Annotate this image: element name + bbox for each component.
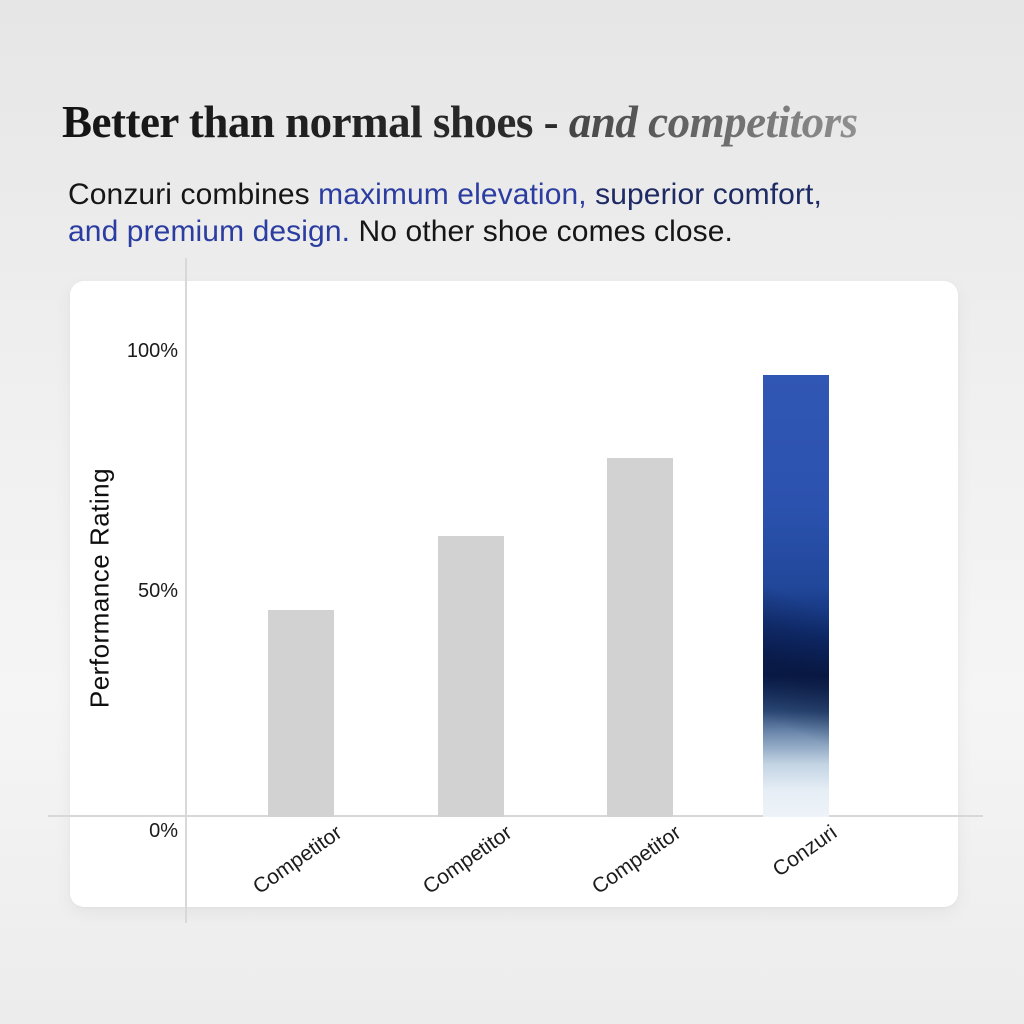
y-tick-label: 50%: [137, 580, 178, 602]
subtitle-segment: Conzuri combines: [68, 178, 319, 211]
subtitle-segment: maximum elevation,: [318, 178, 596, 211]
subtitle: Conzuri combines maximum elevation, supe…: [68, 176, 822, 250]
subtitle-line: Conzuri combines maximum elevation, supe…: [68, 176, 822, 213]
subtitle-line: and premium design. No other shoe comes …: [68, 213, 822, 250]
y-axis-line: [185, 258, 187, 923]
subtitle-segment: and premium design.: [68, 215, 351, 248]
y-tick-label: 0%: [149, 820, 178, 842]
subtitle-segment: superior comfort,: [595, 178, 822, 211]
bar-competitor-3: [607, 458, 673, 817]
bar-competitor-2: [438, 536, 504, 817]
subtitle-segment: No other shoe comes close.: [350, 215, 733, 248]
page-title-emphasis: and competitors: [568, 97, 858, 147]
y-tick-label: 100%: [126, 340, 178, 362]
bar-competitor-1: [268, 610, 334, 817]
page-title: Better than normal shoes - and competito…: [62, 96, 858, 148]
bar-conzuri: [763, 375, 829, 817]
page-title-main: Better than normal shoes -: [62, 97, 569, 147]
x-axis-line: [48, 815, 983, 817]
